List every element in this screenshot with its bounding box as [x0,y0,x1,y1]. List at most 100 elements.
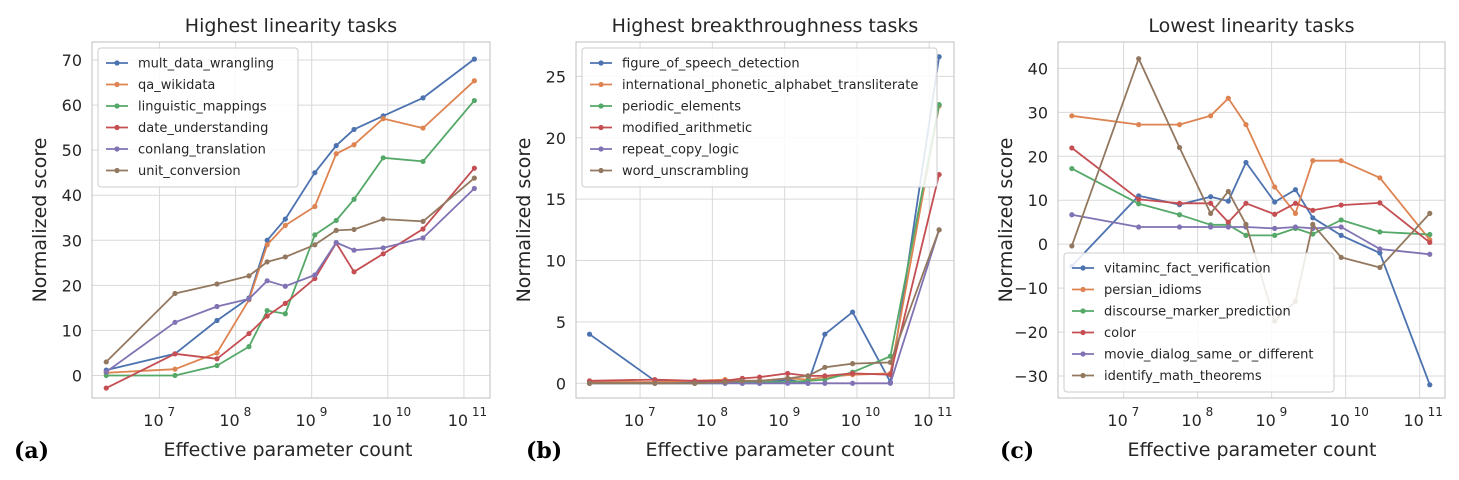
data-point-date_understanding [351,269,357,275]
x-axis-label: Effective parameter count [164,439,413,461]
data-point-discourse_marker_prediction [1136,201,1142,207]
data-point-linguistic_mappings [312,232,318,238]
data-point-linguistic_mappings [380,155,386,161]
series-line-linguistic_mappings [106,100,475,377]
data-point-conlang_translation [380,245,386,251]
legend-label-identify_math_theorems: identify_math_theorems [1104,369,1262,384]
data-point-figure_of_speech_detection [822,331,828,337]
y-tick-label: 30 [62,231,82,250]
data-point-word_unscrambling [849,361,856,367]
series-line-persian_idioms [1071,97,1431,241]
legend-label-conlang_translation: conlang_translation [138,143,266,158]
legend-marker-persian_idioms [1080,286,1086,293]
y-tick-label: 10 [546,252,566,271]
data-point-conlang_translation [172,319,178,325]
data-point-unit_conversion [333,227,339,233]
data-point-vitaminc_fact_verification [1377,250,1383,256]
data-point-movie_dialog_same_or_different [1069,212,1075,218]
data-point-identify_math_theorems [1176,144,1183,151]
data-point-repeat_copy_logic [822,380,828,386]
chart-title: Lowest linearity tasks [1148,15,1354,37]
data-point-vitaminc_fact_verification [1338,232,1344,238]
data-point-unit_conversion [312,242,318,248]
chart-panel-3: −30 −20 −10 0 10 20 30 40 10 7 10 8 10 9 10 10 10 11 Lowes… [995,15,1446,464]
data-point-word_unscrambling [936,227,942,233]
data-point-word_unscrambling [739,378,745,384]
data-point-linguistic_mappings [333,217,339,224]
legend-box [97,47,299,188]
data-point-color [1272,211,1278,217]
x-tick-label: 10 [372,411,392,430]
y-tick-label: 15 [546,190,566,209]
series-line-color [1071,147,1431,244]
data-point-color [1208,200,1214,206]
data-point-conlang_translation [103,369,109,375]
x-tick-label: 10 [1255,411,1275,430]
data-point-conlang_translation [471,185,477,192]
data-point-movie_dialog_same_or_different [1377,246,1383,252]
legend-label-linguistic_mappings: linguistic_mappings [138,100,267,115]
y-tick-label: 50 [62,141,82,160]
data-point-word_unscrambling [805,373,811,379]
x-tick-exponent: 10 [865,405,880,419]
series-line-word_unscrambling [589,229,940,385]
data-point-date_understanding [282,300,288,306]
y-tick-label: 0 [1038,235,1048,254]
x-tick-exponent: 9 [1280,405,1288,419]
x-tick-exponent: 11 [937,405,952,419]
data-point-conlang_translation [282,283,288,289]
data-point-figure_of_speech_detection [849,309,856,315]
data-point-discourse_marker_prediction [1338,217,1344,223]
data-point-vitaminc_fact_verification [1427,382,1433,388]
data-point-vitaminc_fact_verification [1272,199,1278,205]
series-line-movie_dialog_same_or_different [1071,213,1430,256]
data-point-movie_dialog_same_or_different [1272,225,1278,231]
data-point-persian_idioms [1310,158,1316,164]
panel-label: (a) [14,438,49,464]
data-point-mult_data_wrangling [471,56,477,62]
data-point-linguistic_mappings [420,158,426,165]
legend-marker-color [1080,329,1086,336]
data-point-modified_arithmetic [849,370,856,377]
data-point-color [1136,196,1142,202]
x-tick-label: 10 [624,411,644,430]
data-point-color [1427,239,1433,246]
data-point-vitaminc_fact_verification [1208,194,1214,200]
legend-marker-mult_data_wrangling [114,60,120,66]
data-point-persian_idioms [1136,122,1142,128]
plot-frame [91,41,491,399]
x-tick-exponent: 11 [472,405,487,419]
x-tick-label: 10 [143,411,163,430]
data-point-movie_dialog_same_or_different [1208,224,1214,230]
data-point-identify_math_theorems [1069,243,1075,249]
data-point-discourse_marker_prediction [1176,212,1183,218]
data-point-vitaminc_fact_verification [1310,215,1316,221]
data-point-word_unscrambling [756,378,763,384]
data-point-unit_conversion [380,216,386,222]
x-tick-exponent: 8 [720,405,728,419]
data-point-vitaminc_fact_verification [1292,187,1299,193]
data-point-identify_math_theorems [1377,264,1383,271]
data-point-linguistic_mappings [103,372,109,379]
chart-panel-1: 0 10 20 30 40 50 60 70 10 7 10 8 10 9 10 10 10 11 Highest … [14,15,491,464]
data-point-conlang_translation [420,235,426,241]
legend-label-periodic_elements: periodic_elements [622,100,741,115]
data-point-movie_dialog_same_or_different [1338,224,1344,230]
data-point-qa_wikidata [312,203,318,210]
legend-marker-modified_arithmetic [598,124,604,131]
series-line-modified_arithmetic [589,174,940,382]
x-tick-exponent: 9 [793,405,801,419]
y-axis-label: Normalized score [29,138,51,303]
legend-label-unit_conversion: unit_conversion [138,164,241,179]
series-line-qa_wikidata [106,80,475,374]
data-point-color [1243,200,1249,206]
data-point-linguistic_mappings [172,372,178,379]
data-point-identify_math_theorems [1310,221,1316,227]
data-point-modified_arithmetic [887,372,893,378]
plot-frame [575,41,955,399]
data-point-repeat_copy_logic [849,380,856,386]
data-point-figure_of_speech_detection [586,331,593,337]
legend-label-mult_data_wrangling: mult_data_wrangling [138,57,274,72]
data-point-unit_conversion [282,254,288,260]
